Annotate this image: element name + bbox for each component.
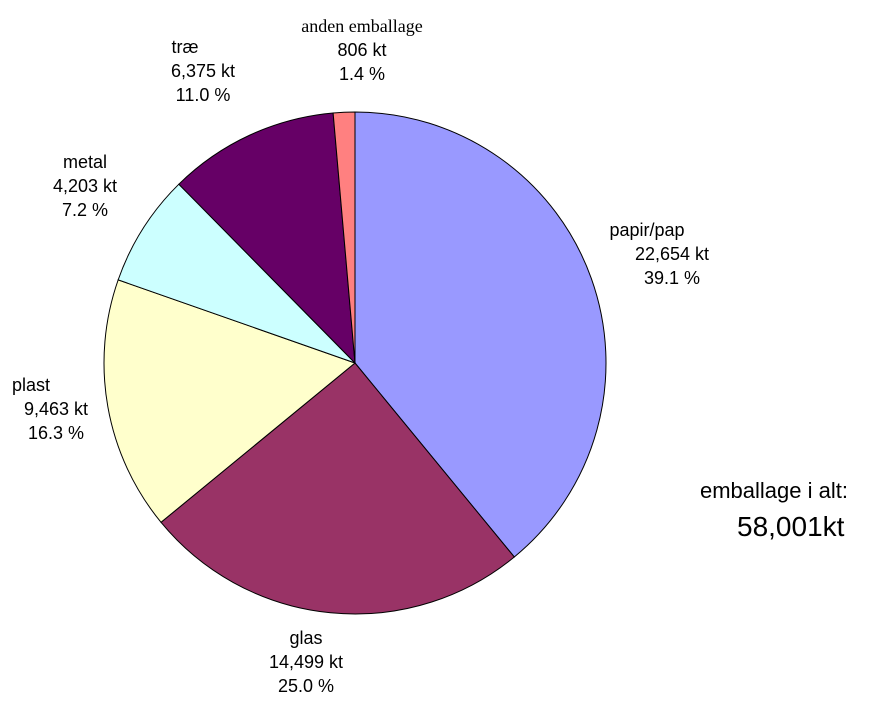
slice-label-name-0: papir/pap (609, 220, 684, 240)
slice-label-percent-1: 25.0 % (278, 676, 334, 696)
slice-label-amount-3: 4,203 kt (53, 176, 117, 196)
slice-label-percent-0: 39.1 % (644, 268, 700, 288)
pie-slices (103, 111, 607, 615)
pie-slice-5 (332, 111, 356, 364)
slice-label-percent-5: 1.4 % (339, 64, 385, 84)
total-value: 58,001kt (737, 511, 845, 542)
slice-label-name-4: træ (172, 37, 199, 57)
pie-slice-4 (178, 112, 356, 365)
slice-label-percent-4: 11.0 % (176, 85, 231, 105)
total-label: emballage i alt: (700, 478, 848, 503)
slice-label-percent-3: 7.2 % (62, 200, 108, 220)
slice-label-name-3: metal (63, 152, 107, 172)
pie-slice-1 (160, 362, 515, 615)
slice-label-amount-5: 806 kt (337, 40, 386, 60)
pie-slice-3 (117, 183, 356, 364)
slice-label-name-5: anden emballage (301, 16, 422, 36)
slice-labels: papir/pap 22,654 kt 39.1 % glas 14,499 kt 25.… (12, 16, 709, 696)
slice-label-name-1: glas (289, 628, 322, 648)
slice-label-amount-4: 6,375 kt (171, 61, 235, 81)
slice-label-amount-2: 9,463 kt (24, 399, 88, 419)
slice-label-percent-2: 16.3 % (28, 423, 84, 443)
pie-slice-0 (354, 111, 607, 558)
slice-label-amount-1: 14,499 kt (269, 652, 343, 672)
slice-label-amount-0: 22,654 kt (635, 244, 709, 264)
pie-slice-2 (103, 279, 357, 524)
slice-label-name-2: plast (12, 375, 50, 395)
